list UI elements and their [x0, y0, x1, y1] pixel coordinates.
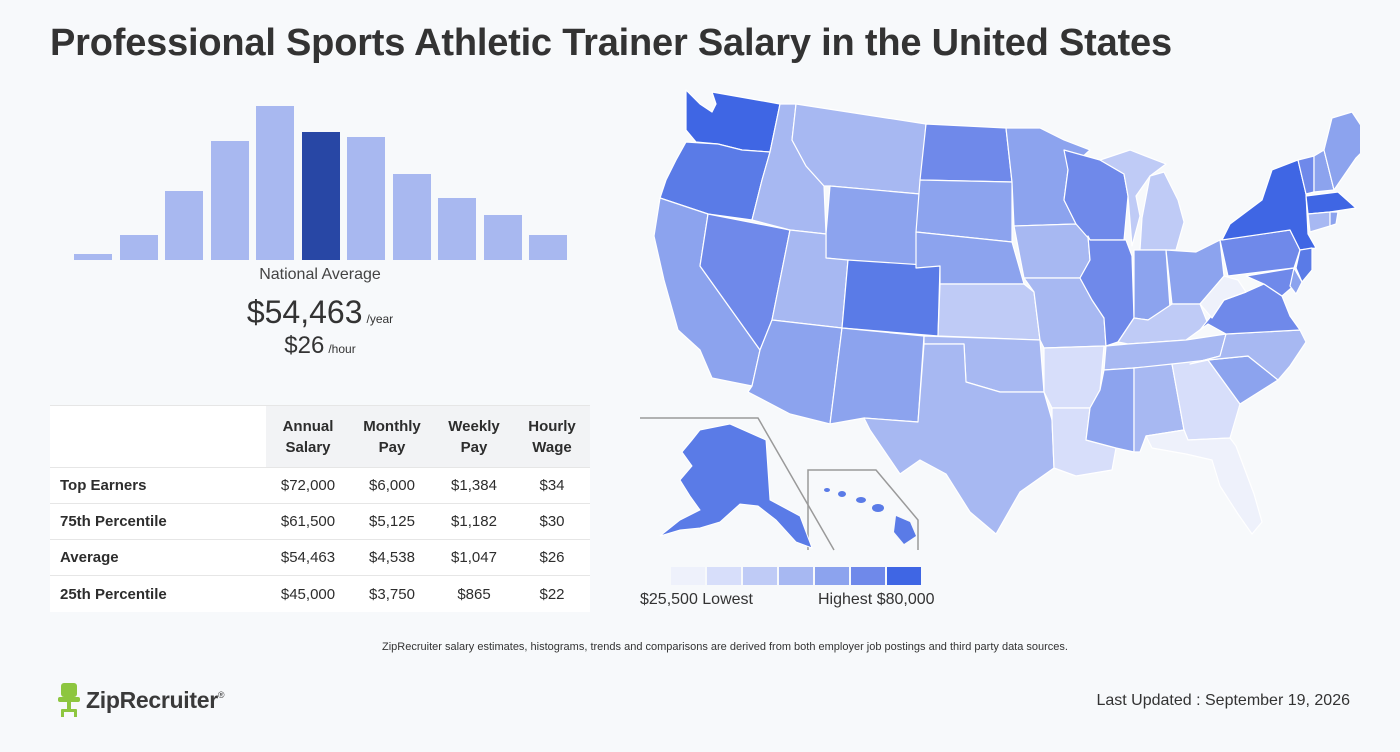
- histogram-bar: [74, 254, 112, 260]
- legend-swatch: [707, 567, 741, 585]
- hourly-unit: /hour: [328, 342, 356, 356]
- table-row: 75th Percentile $61,500 $5,125 $1,182 $3…: [50, 504, 590, 540]
- brand-name: ZipRecruiter: [86, 686, 218, 713]
- histogram-bar: [529, 235, 567, 260]
- state-texas: [863, 343, 1055, 535]
- cell-annual: $72,000: [280, 477, 336, 494]
- state-alaska: [659, 423, 813, 549]
- cell-hourly: $30: [539, 513, 565, 530]
- histogram-bar: [392, 174, 431, 260]
- hourly-wage-value: $26: [284, 332, 325, 359]
- state-iowa: [1013, 223, 1091, 279]
- us-salary-map: [640, 89, 1360, 551]
- table-header: Annual Salary Monthly Pay Weekly Pay Hou…: [50, 406, 590, 468]
- legend-swatch: [671, 567, 705, 585]
- ziprecruiter-logo[interactable]: ZipRecruiter ®: [58, 683, 225, 717]
- row-label: Average: [60, 549, 119, 566]
- state-maryland: [1245, 267, 1297, 297]
- legend-high-label: Highest $80,000: [818, 591, 935, 608]
- salary-table: Annual Salary Monthly Pay Weekly Pay Hou…: [50, 405, 590, 612]
- state-rhode-island: [1329, 211, 1339, 227]
- cell-annual: $45,000: [280, 585, 336, 603]
- last-updated: Last Updated : September 19, 2026: [1096, 692, 1350, 709]
- histogram-bar: [119, 235, 158, 260]
- state-new-york: [1221, 159, 1317, 251]
- histogram-bar: [165, 191, 203, 260]
- state-north-carolina: [1189, 329, 1307, 381]
- state-hawaii: [824, 488, 916, 544]
- header-weekly-pay: Weekly Pay: [434, 406, 514, 467]
- table-row: Top Earners $72,000 $6,000 $1,384 $34: [50, 468, 590, 504]
- state-delaware: [1289, 267, 1303, 295]
- legend-swatch: [743, 567, 777, 585]
- row-label: 75th Percentile: [60, 513, 167, 530]
- page-title: Professional Sports Athletic Trainer Sal…: [50, 22, 1172, 64]
- cell-annual: $61,500: [280, 513, 336, 530]
- ziprecruiter-chair-icon: [58, 683, 80, 717]
- cell-weekly: $865: [457, 585, 491, 603]
- histogram-bar: [483, 215, 522, 260]
- state-maine: [1323, 111, 1360, 191]
- state-wyoming: [825, 185, 921, 269]
- cell-hourly: $26: [539, 549, 565, 566]
- state-massachusetts: [1305, 191, 1357, 215]
- cell-weekly: $1,047: [451, 549, 497, 566]
- map-legend: [671, 567, 923, 585]
- histogram-bar: [256, 106, 294, 260]
- state-south-dakota: [915, 179, 1013, 243]
- state-west-virginia: [1199, 275, 1247, 319]
- histogram-bar-average: [301, 132, 340, 260]
- histogram-bar: [438, 198, 476, 260]
- cell-monthly: $4,538: [369, 549, 415, 566]
- salary-histogram: [70, 100, 570, 260]
- cell-hourly: $34: [539, 477, 565, 494]
- row-label: Top Earners: [60, 477, 147, 494]
- state-colorado: [841, 259, 941, 337]
- legend-low-label: $25,500 Lowest: [640, 591, 753, 608]
- cell-weekly: $1,384: [451, 477, 497, 494]
- header-empty: [50, 406, 266, 467]
- histogram-bar: [347, 137, 385, 260]
- histogram-bar: [210, 141, 249, 260]
- table-row: 25th Percentile $45,000 $3,750 $865 $22: [50, 576, 590, 612]
- state-michigan: [1099, 149, 1167, 247]
- national-average-hourly: $26/hour: [170, 332, 470, 360]
- header-monthly-pay: Monthly Pay: [350, 406, 434, 467]
- table-row: Average $54,463 $4,538 $1,047 $26: [50, 540, 590, 576]
- cell-annual: $54,463: [280, 549, 336, 566]
- header-annual-salary: Annual Salary: [266, 406, 350, 467]
- row-label: 25th Percentile: [60, 585, 167, 603]
- hawaii-inset-border: [807, 469, 919, 550]
- legend-swatch: [887, 567, 921, 585]
- state-kansas: [937, 283, 1041, 341]
- state-illinois: [1079, 235, 1135, 347]
- annual-salary-value: $54,463: [246, 294, 363, 330]
- state-new-mexico: [829, 327, 925, 425]
- cell-monthly: $3,750: [369, 585, 415, 603]
- state-new-jersey: [1295, 247, 1313, 283]
- cell-monthly: $5,125: [369, 513, 415, 530]
- header-hourly-wage: Hourly Wage: [514, 406, 590, 467]
- data-source-footnote: ZipRecruiter salary estimates, histogram…: [382, 641, 1068, 653]
- national-average-label: National Average: [259, 266, 381, 283]
- cell-monthly: $6,000: [369, 477, 415, 494]
- state-florida: [1145, 429, 1263, 535]
- legend-swatch: [851, 567, 885, 585]
- cell-hourly: $22: [539, 585, 565, 603]
- national-average-annual: $54,463/year: [170, 294, 470, 331]
- state-connecticut: [1307, 211, 1331, 233]
- legend-swatch: [779, 567, 813, 585]
- cell-weekly: $1,182: [451, 513, 497, 530]
- state-north-dakota: [919, 123, 1013, 183]
- registered-mark: ®: [217, 690, 225, 700]
- state-michigan-lower: [1139, 171, 1185, 251]
- annual-unit: /year: [366, 312, 394, 326]
- legend-swatch: [815, 567, 849, 585]
